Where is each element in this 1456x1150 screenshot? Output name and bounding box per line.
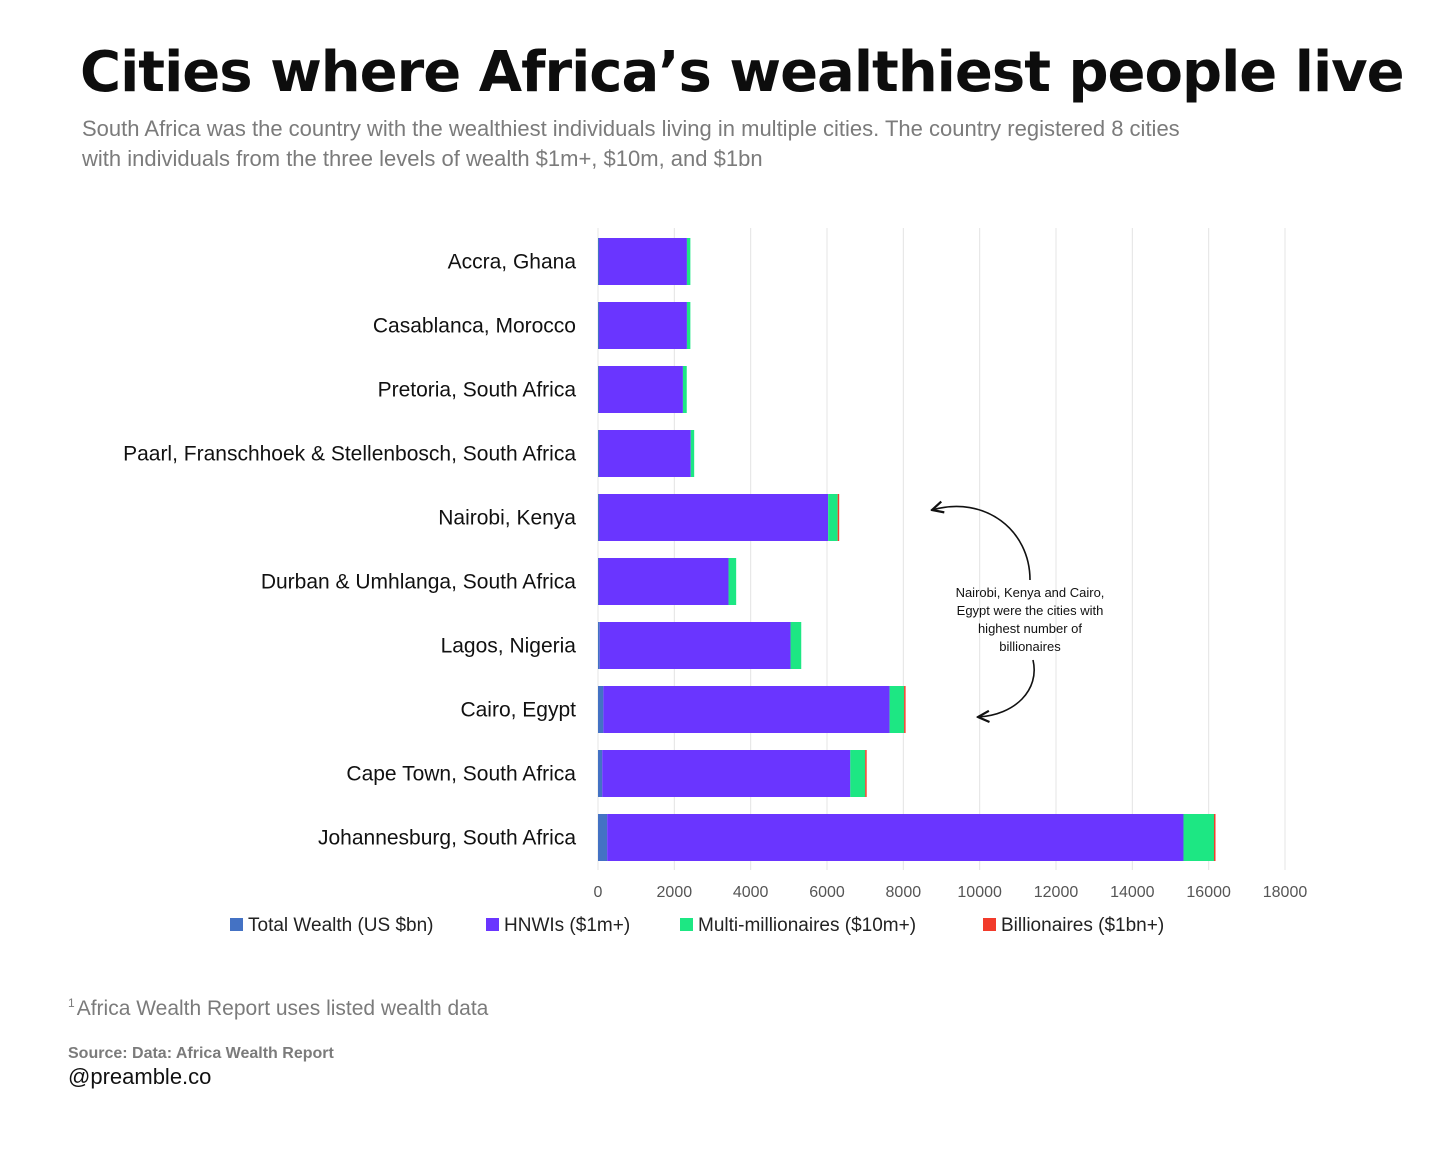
- bar-casablanca-morocco-total-wealth-us-bn: [598, 302, 600, 349]
- x-tick-label: 16000: [1186, 884, 1231, 901]
- category-label-casablanca-morocco: Casablanca, Morocco: [373, 315, 576, 338]
- footnote-text: Africa Wealth Report uses listed wealth …: [76, 997, 489, 1020]
- bar-accra-ghana-multi-millionaires-10m: [686, 238, 691, 285]
- legend-swatch-billionaires-1bn: [983, 918, 996, 931]
- chart-title: Cities where Africa’s wealthiest people …: [80, 40, 1405, 105]
- bar-durban-umhlanga-south-africa-hnwis-1m: [598, 558, 729, 605]
- annotation-line-3: highest number of: [978, 621, 1082, 636]
- bar-paarl-franschhoek-stellenbosch-south-africa-multi-millionaires-10m: [690, 430, 695, 477]
- source-text: Source: Data: Africa Wealth Report: [68, 1045, 334, 1062]
- bar-durban-umhlanga-south-africa-total-wealth-us-bn: [598, 558, 600, 605]
- bar-paarl-franschhoek-stellenbosch-south-africa-hnwis-1m: [599, 430, 691, 477]
- bar-cape-town-south-africa-total-wealth-us-bn: [598, 750, 603, 797]
- annotation-line-1: Nairobi, Kenya and Cairo,: [956, 585, 1105, 600]
- annotation-arrow-down: [978, 659, 1035, 717]
- bar-cairo-egypt-hnwis-1m: [603, 686, 890, 733]
- x-tick-label: 14000: [1110, 884, 1155, 901]
- annotation-line-4: billionaires: [999, 639, 1061, 654]
- bar-durban-umhlanga-south-africa-multi-millionaires-10m: [728, 558, 737, 605]
- bar-lagos-nigeria-multi-millionaires-10m: [790, 622, 802, 669]
- x-tick-label: 6000: [809, 884, 845, 901]
- bar-pretoria-south-africa-total-wealth-us-bn: [598, 366, 600, 413]
- legend-swatch-hnwis-1m: [486, 918, 499, 931]
- bar-casablanca-morocco-hnwis-1m: [599, 302, 687, 349]
- legend-swatch-total-wealth-us-bn: [230, 918, 243, 931]
- bar-johannesburg-south-africa-multi-millionaires-10m: [1183, 814, 1215, 861]
- x-axis-ticks: 0 2000 4000 6000 8000 10000 12000 14000 16000 180…: [594, 884, 1308, 901]
- bar-nairobi-kenya-billionaires-1bn: [837, 494, 840, 541]
- bar-cape-town-south-africa-billionaires-1bn: [865, 750, 867, 797]
- legend-label-billionaires-1bn: Billionaires ($1bn+): [1001, 915, 1164, 936]
- stacked-bar-chart: Accra, Ghana Casablanca, Morocco Pretoria,…: [123, 228, 1308, 936]
- bar-nairobi-kenya-multi-millionaires-10m: [828, 494, 838, 541]
- x-tick-label: 12000: [1034, 884, 1079, 901]
- x-tick-label: 2000: [657, 884, 693, 901]
- category-label-nairobi-kenya: Nairobi, Kenya: [438, 507, 576, 530]
- category-labels: Accra, Ghana Casablanca, Morocco Pretoria,…: [123, 251, 576, 850]
- bar-paarl-franschhoek-stellenbosch-south-africa-total-wealth-us-bn: [598, 430, 600, 477]
- bar-cairo-egypt-multi-millionaires-10m: [889, 686, 905, 733]
- bar-johannesburg-south-africa-hnwis-1m: [607, 814, 1184, 861]
- bar-cairo-egypt-total-wealth-us-bn: [598, 686, 604, 733]
- legend-label-hnwis-1m: HNWIs ($1m+): [504, 915, 630, 936]
- x-tick-label: 18000: [1263, 884, 1308, 901]
- category-label-accra-ghana: Accra, Ghana: [448, 251, 577, 274]
- bar-pretoria-south-africa-hnwis-1m: [598, 366, 683, 413]
- bar-nairobi-kenya-total-wealth-us-bn: [598, 494, 600, 541]
- x-tick-label: 10000: [957, 884, 1002, 901]
- footnote-marker: 1: [68, 996, 75, 1010]
- chart-subtitle: South Africa was the country with the we…: [82, 116, 1180, 171]
- legend: Total Wealth (US $bn) HNWIs ($1m+) Multi-m…: [230, 915, 1164, 936]
- x-tick-label: 4000: [733, 884, 769, 901]
- bar-nairobi-kenya-hnwis-1m: [599, 494, 829, 541]
- bar-cairo-egypt-billionaires-1bn: [904, 686, 906, 733]
- footnote: 1Africa Wealth Report uses listed wealth…: [68, 996, 488, 1021]
- bar-cape-town-south-africa-hnwis-1m: [602, 750, 851, 797]
- annotation-arrow-up: [932, 506, 1031, 581]
- category-label-lagos-nigeria: Lagos, Nigeria: [441, 635, 577, 658]
- annotation: Nairobi, Kenya and Cairo, Egypt were the…: [932, 506, 1104, 717]
- bar-casablanca-morocco-multi-millionaires-10m: [686, 302, 691, 349]
- bar-accra-ghana-total-wealth-us-bn: [598, 238, 600, 285]
- bar-johannesburg-south-africa-billionaires-1bn: [1214, 814, 1216, 861]
- category-label-paarl-franschhoek-stellenbosch-south-africa: Paarl, Franschhoek & Stellenbosch, South…: [123, 443, 576, 466]
- bar-cape-town-south-africa-multi-millionaires-10m: [850, 750, 866, 797]
- bar-accra-ghana-hnwis-1m: [599, 238, 687, 285]
- category-label-durban-umhlanga-south-africa: Durban & Umhlanga, South Africa: [261, 571, 576, 594]
- annotation-line-2: Egypt were the cities with: [957, 603, 1104, 618]
- category-label-cape-town-south-africa: Cape Town, South Africa: [346, 763, 576, 786]
- category-label-pretoria-south-africa: Pretoria, South Africa: [378, 379, 577, 402]
- category-label-johannesburg-south-africa: Johannesburg, South Africa: [318, 827, 576, 850]
- legend-swatch-multi-millionaires-10m: [680, 918, 693, 931]
- category-label-cairo-egypt: Cairo, Egypt: [460, 699, 576, 722]
- x-tick-label: 8000: [886, 884, 922, 901]
- bar-johannesburg-south-africa-total-wealth-us-bn: [598, 814, 608, 861]
- legend-label-multi-millionaires-10m: Multi-millionaires ($10m+): [698, 915, 916, 936]
- bar-lagos-nigeria-hnwis-1m: [599, 622, 791, 669]
- bars: [598, 238, 1216, 861]
- brand-handle: @preamble.co: [68, 1064, 212, 1089]
- x-tick-label: 0: [594, 884, 603, 901]
- bar-pretoria-south-africa-multi-millionaires-10m: [682, 366, 687, 413]
- bar-lagos-nigeria-total-wealth-us-bn: [598, 622, 600, 669]
- legend-label-total-wealth-us-bn: Total Wealth (US $bn): [248, 915, 434, 936]
